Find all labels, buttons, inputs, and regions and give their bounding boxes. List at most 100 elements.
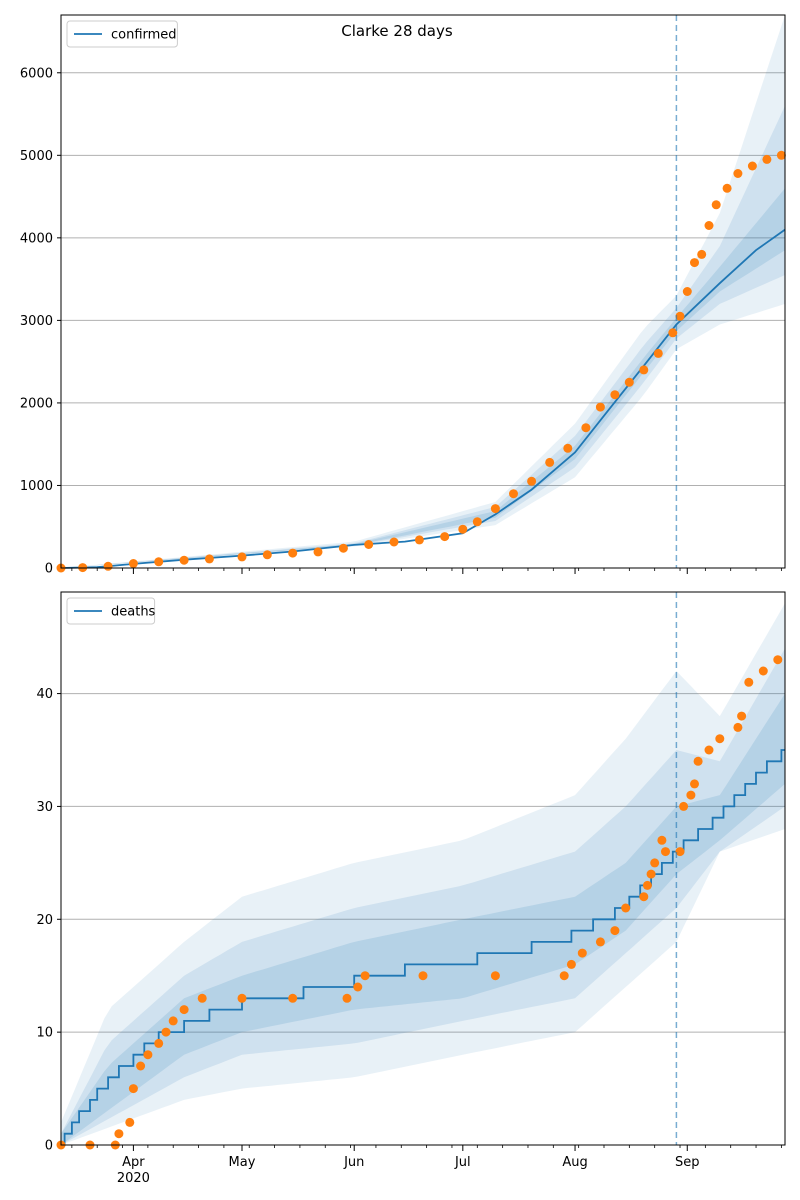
observed-point [690,779,699,789]
axes-frame [60,14,786,569]
observed-point [690,258,699,268]
observed-point [675,311,685,321]
observed-point [353,982,363,992]
observed-point [154,1038,164,1048]
y-tick-label: 40 [36,687,53,702]
observed-point [639,892,649,902]
y-tick-label: 2000 [20,396,53,411]
observed-point [161,1027,171,1037]
legend-label: confirmed [111,28,177,43]
x-tick-label: Jul [454,1155,471,1170]
observed-point [733,169,743,178]
observed-point [639,365,649,375]
observed-point [197,993,207,1003]
observed-point [136,1061,146,1071]
y-tick-label: 20 [36,913,53,928]
observed-point [661,847,670,857]
observed-point [650,858,660,868]
observed-point [237,993,247,1003]
observed-point [642,880,652,890]
observed-point [704,221,714,230]
figure-title: Clarke 28 days [341,22,453,40]
x-tick-label: Aug [562,1155,587,1170]
observed-point [288,993,298,1003]
observed-point [128,559,138,568]
observed-point [440,532,450,542]
observed-point [288,548,298,558]
observed-point [154,557,164,567]
observed-point [693,756,703,766]
observed-point [610,926,620,936]
y-tick-label: 4000 [20,231,53,246]
observed-point [747,161,757,171]
axes-frame [60,591,786,1146]
legend: confirmed [66,20,178,48]
observed-point [114,1129,124,1139]
observed-point [237,552,247,562]
observed-point [414,535,424,545]
observed-point [509,489,518,499]
band-outer [61,15,785,568]
observed-point [143,1050,153,1060]
observed-point [697,249,707,259]
observed-point [472,517,482,527]
observed-point [179,1005,189,1015]
observed-point [675,847,685,857]
legend: deaths [66,597,156,625]
panel-deaths: 0 10 20 30 40 Apr May Jun Jul Aug Sep 2020 deaths [36,591,786,1186]
observed-point [581,423,591,433]
legend-box [66,20,178,48]
x-year-label: 2020 [117,1171,150,1186]
observed-point [545,457,555,467]
observed-point [773,655,783,665]
observed-point [360,971,370,981]
observed-point [128,1084,138,1094]
observed-point [595,402,605,412]
observed-point [758,666,768,676]
x-tick-label: Jun [343,1155,364,1170]
observed-point [653,348,663,358]
observed-point [610,390,620,400]
observed-point [559,971,569,981]
observed-point [204,554,214,564]
observed-point [744,677,754,687]
x-tick-label: Sep [675,1155,700,1170]
y-tick-label: 0 [45,562,53,577]
observed-point [389,537,399,547]
observed-point [646,869,656,879]
observed-point [733,722,743,732]
y-tick-label: 10 [36,1026,53,1041]
observed-point [313,547,323,557]
observed-point [737,711,747,721]
observed-point [527,476,537,486]
observed-point [595,937,605,947]
observed-point [168,1016,178,1026]
y-tick-label: 5000 [20,149,53,164]
legend-box [66,597,156,625]
y-tick-label: 3000 [20,314,53,329]
y-tick-label: 0 [45,1139,53,1154]
observed-point [668,328,678,338]
observed-point [711,200,721,210]
observed-point [338,543,348,553]
observed-point [179,555,189,565]
observed-point [621,903,631,913]
observed-point [490,504,500,514]
observed-point [715,734,725,744]
x-tick-label: Apr [122,1155,145,1170]
observed-point [490,971,500,981]
observed-point [762,154,772,164]
y-tick-label: 1000 [20,479,53,494]
observed-point [458,524,468,534]
observed-point [657,835,667,845]
observed-point [776,150,786,160]
observed-point [686,790,696,800]
x-tick-label: May [229,1155,256,1170]
observed-point [418,971,428,981]
y-tick-label: 6000 [20,66,53,81]
panel-confirmed: 0 1000 2000 3000 4000 5000 6000 confirmed [20,14,786,577]
band-middle [61,648,785,1145]
fit-line [61,749,785,1146]
observed-point [262,550,272,560]
